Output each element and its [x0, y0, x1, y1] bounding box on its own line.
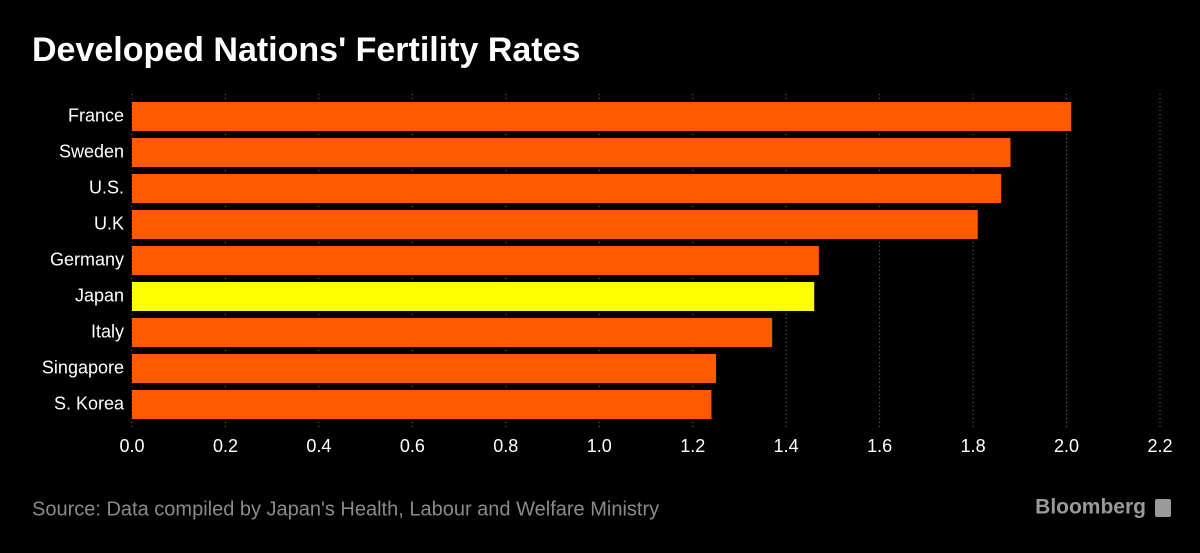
x-tick-label: 1.0 [587, 436, 612, 456]
x-tick-label: 1.4 [774, 436, 799, 456]
brand-icon [1155, 499, 1171, 517]
x-tick-label: 1.8 [961, 436, 986, 456]
x-tick-label: 0.0 [119, 436, 144, 456]
y-tick-label: U.K [94, 213, 124, 233]
y-tick-label: U.S. [89, 177, 124, 197]
chart-title: Developed Nations' Fertility Rates [32, 31, 580, 69]
bar [132, 390, 712, 419]
y-tick-label: Japan [75, 285, 124, 305]
bar [132, 102, 1072, 131]
x-tick-label: 0.4 [306, 436, 331, 456]
bar [132, 138, 1011, 167]
x-tick-label: 1.2 [680, 436, 705, 456]
y-tick-label: S. Korea [54, 393, 125, 413]
x-tick-label: 1.6 [867, 436, 892, 456]
x-tick-label: 2.0 [1054, 436, 1079, 456]
y-tick-label: France [68, 105, 124, 125]
brand-logo: Bloomberg [1035, 496, 1146, 519]
x-tick-label: 2.2 [1147, 436, 1172, 456]
y-tick-label: Italy [91, 321, 124, 341]
source-note: Source: Data compiled by Japan's Health,… [32, 498, 659, 520]
bar [132, 246, 819, 275]
x-tick-label: 0.6 [400, 436, 425, 456]
bar [132, 282, 815, 311]
y-tick-label: Singapore [42, 357, 124, 377]
x-tick-label: 0.8 [493, 436, 518, 456]
x-tick-label: 0.2 [213, 436, 238, 456]
bar [132, 318, 773, 347]
bar [132, 174, 1002, 203]
bar [132, 354, 717, 383]
y-tick-label: Sweden [59, 141, 124, 161]
y-tick-label: Germany [50, 249, 124, 269]
bar [132, 210, 978, 239]
